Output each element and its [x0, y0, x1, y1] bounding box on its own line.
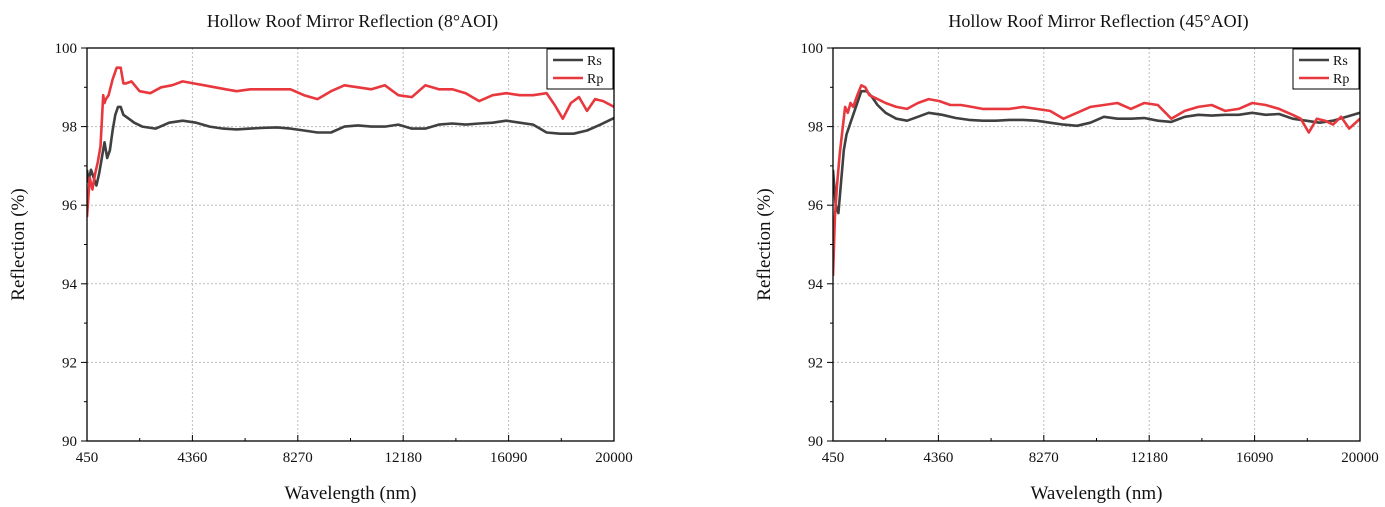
legend-label-rp: Rp [1333, 72, 1349, 87]
y-tick-label: 100 [55, 41, 78, 57]
y-tick-label: 94 [62, 277, 78, 293]
x-tick-label: 8270 [1029, 450, 1059, 466]
legend: Rs Rp [546, 48, 614, 90]
x-tick-label: 450 [76, 450, 99, 466]
x-tick-label: 450 [822, 450, 845, 466]
series-line-rp [87, 66, 614, 218]
chart-title: Hollow Roof Mirror Reflection (45°AOI) [948, 11, 1248, 32]
plot-frame [86, 47, 615, 442]
x-tick-label: 16090 [490, 450, 528, 466]
x-tick-label: 16090 [1236, 450, 1274, 466]
y-tick-label: 90 [62, 434, 77, 450]
x-tick-label: 12180 [1130, 450, 1168, 466]
y-tick-label: 98 [808, 120, 823, 136]
legend: Rs Rp [1292, 48, 1360, 90]
y-tick-label: 90 [808, 434, 823, 450]
y-tick-label: 94 [808, 277, 824, 293]
legend-label-rp: Rp [587, 72, 603, 87]
legend-label-rs: Rs [1333, 54, 1348, 69]
legend-box [546, 48, 614, 90]
y-tick-label: 100 [801, 41, 824, 57]
chart-2: 450 4360 8270 12180 16090 20000 90 92 94 96 98 100 H… [754, 11, 1379, 504]
legend-label-rs: Rs [587, 54, 602, 69]
x-tick-label: 4360 [923, 450, 953, 466]
series-line-rs [833, 89, 1360, 215]
x-tick-label: 8270 [283, 450, 313, 466]
legend-box [1292, 48, 1360, 90]
y-axis-label: Reflection (%) [754, 188, 775, 300]
y-tick-label: 96 [808, 198, 824, 214]
y-tick-label: 96 [62, 198, 78, 214]
x-tick-label: 20000 [595, 450, 633, 466]
y-tick-label: 98 [62, 120, 77, 136]
chart-1: 450 4360 8270 12180 16090 20000 90 92 94 96 98 100 H… [8, 11, 633, 504]
x-axis-label: Wavelength (nm) [285, 483, 417, 504]
x-tick-label: 4360 [177, 450, 207, 466]
chart-title: Hollow Roof Mirror Reflection (8°AOI) [207, 11, 498, 32]
series-line-rs [87, 105, 614, 187]
x-axis-label: Wavelength (nm) [1031, 483, 1163, 504]
x-tick-label: 20000 [1341, 450, 1379, 466]
x-tick-label: 12180 [384, 450, 422, 466]
series-line-rp [833, 84, 1360, 276]
y-tick-label: 92 [62, 355, 77, 371]
y-axis-label: Reflection (%) [8, 188, 29, 300]
y-tick-label: 92 [808, 355, 823, 371]
